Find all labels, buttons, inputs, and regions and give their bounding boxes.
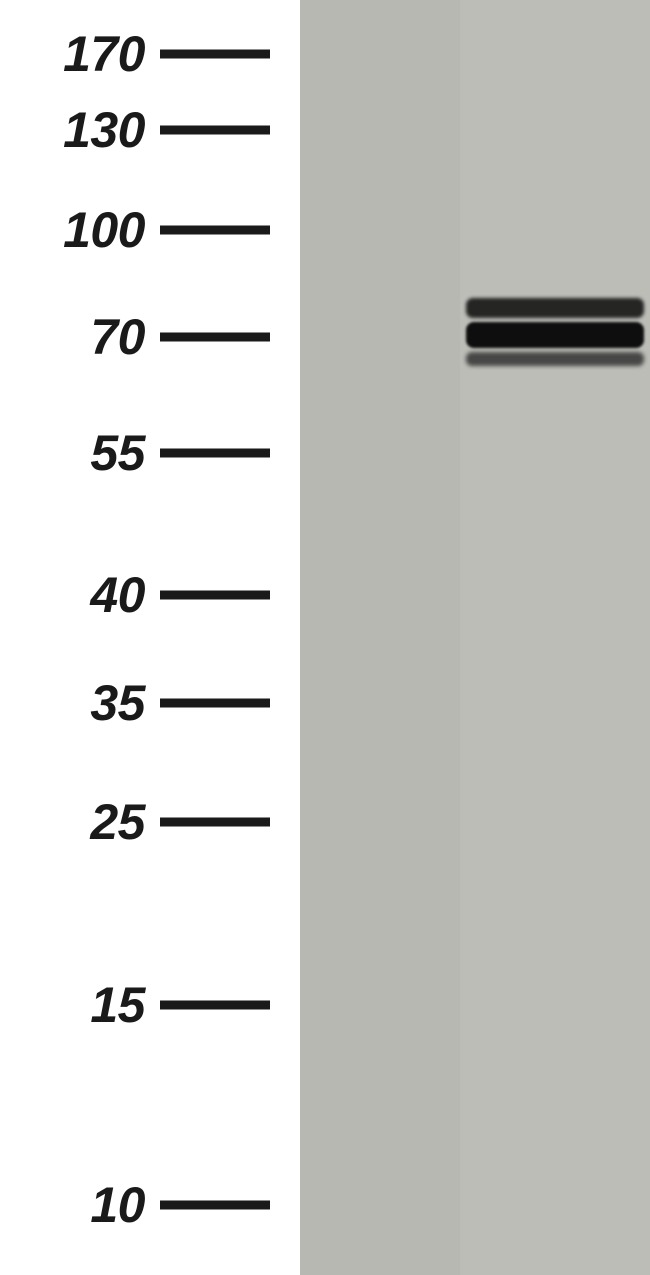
marker-tick-40 <box>160 591 270 600</box>
marker-tick-100 <box>160 226 270 235</box>
marker-tick-25 <box>160 818 270 827</box>
western-blot-figure: 170 130 100 70 55 40 35 25 15 10 <box>0 0 650 1275</box>
marker-label-10: 10 <box>90 1176 145 1234</box>
lane-2 <box>460 0 650 1275</box>
marker-tick-10 <box>160 1201 270 1210</box>
marker-label-15: 15 <box>90 976 145 1034</box>
marker-label-100: 100 <box>63 201 145 259</box>
marker-label-40: 40 <box>90 566 145 624</box>
marker-tick-35 <box>160 699 270 708</box>
lane-2-band-2 <box>466 352 644 366</box>
marker-label-70: 70 <box>90 308 145 366</box>
marker-label-170: 170 <box>63 25 145 83</box>
marker-label-35: 35 <box>90 674 145 732</box>
marker-label-130: 130 <box>63 101 145 159</box>
marker-tick-70 <box>160 333 270 342</box>
marker-tick-55 <box>160 449 270 458</box>
blot-lanes <box>300 0 650 1275</box>
marker-label-25: 25 <box>90 793 145 851</box>
marker-tick-15 <box>160 1001 270 1010</box>
marker-tick-130 <box>160 126 270 135</box>
marker-tick-170 <box>160 50 270 59</box>
lane-2-band-0 <box>466 298 644 318</box>
lane-1 <box>300 0 460 1275</box>
lane-2-band-1 <box>466 322 644 348</box>
molecular-weight-ladder: 170 130 100 70 55 40 35 25 15 10 <box>0 0 300 1275</box>
marker-label-55: 55 <box>90 424 145 482</box>
